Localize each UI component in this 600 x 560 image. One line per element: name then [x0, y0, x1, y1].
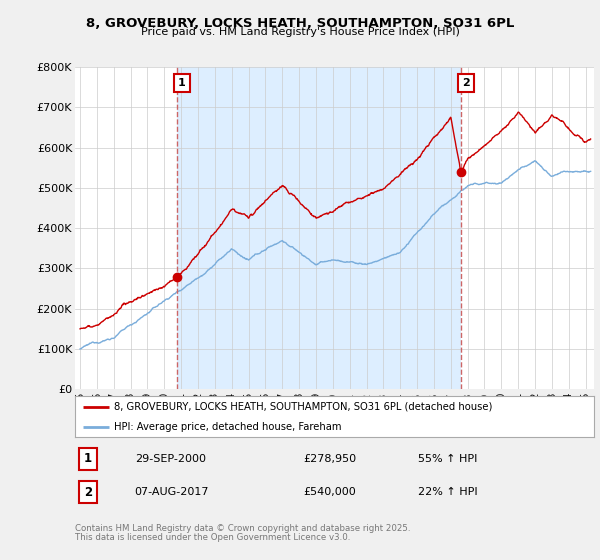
Text: HPI: Average price, detached house, Fareham: HPI: Average price, detached house, Fare…: [114, 422, 341, 432]
Text: 1: 1: [84, 452, 92, 465]
Text: This data is licensed under the Open Government Licence v3.0.: This data is licensed under the Open Gov…: [75, 533, 350, 542]
Text: 2: 2: [462, 78, 470, 88]
Text: £278,950: £278,950: [304, 454, 356, 464]
Text: £540,000: £540,000: [304, 487, 356, 497]
Text: 07-AUG-2017: 07-AUG-2017: [134, 487, 209, 497]
Text: 8, GROVEBURY, LOCKS HEATH, SOUTHAMPTON, SO31 6PL: 8, GROVEBURY, LOCKS HEATH, SOUTHAMPTON, …: [86, 17, 514, 30]
Text: Contains HM Land Registry data © Crown copyright and database right 2025.: Contains HM Land Registry data © Crown c…: [75, 524, 410, 533]
Text: 2: 2: [84, 486, 92, 499]
Text: 1: 1: [178, 78, 186, 88]
Text: 55% ↑ HPI: 55% ↑ HPI: [418, 454, 477, 464]
Text: 22% ↑ HPI: 22% ↑ HPI: [418, 487, 477, 497]
Text: Price paid vs. HM Land Registry's House Price Index (HPI): Price paid vs. HM Land Registry's House …: [140, 27, 460, 37]
Text: 29-SEP-2000: 29-SEP-2000: [134, 454, 206, 464]
Text: 8, GROVEBURY, LOCKS HEATH, SOUTHAMPTON, SO31 6PL (detached house): 8, GROVEBURY, LOCKS HEATH, SOUTHAMPTON, …: [114, 402, 493, 412]
Bar: [177, 67, 461, 389]
